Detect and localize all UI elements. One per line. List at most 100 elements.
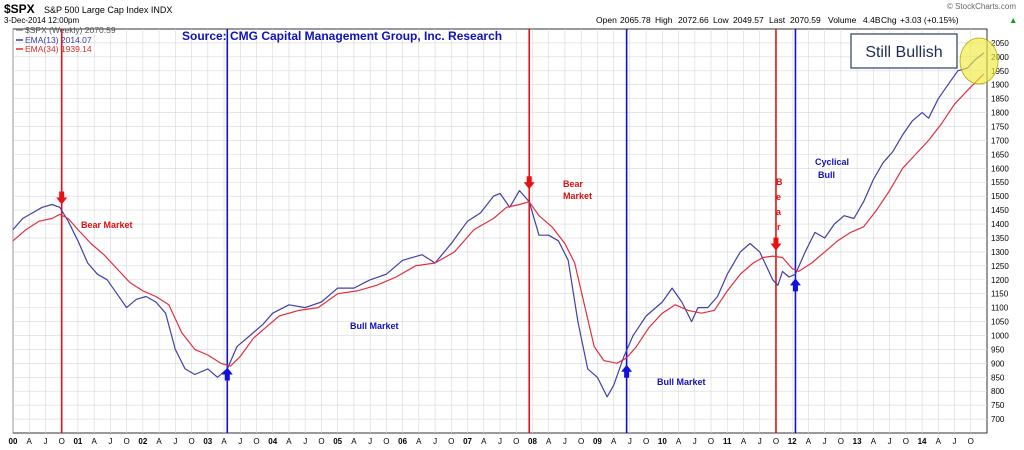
- x-tick-label: A: [676, 437, 682, 446]
- highlight-ellipse: [959, 37, 999, 85]
- x-axis: 00 A J O 01 A J O 02 A J O 03 A J O 04 A J O 05 A J O 06 A J O 07 A J O…: [9, 437, 974, 446]
- x-tick-label: J: [758, 437, 762, 446]
- bear-arrow-icon: [56, 191, 68, 205]
- y-tick-label: 1100: [991, 304, 1009, 313]
- x-tick-label: O: [59, 437, 65, 446]
- y-tick-label: 1200: [991, 276, 1009, 285]
- quote-chg-label: Chg: [881, 15, 897, 25]
- x-tick-label: J: [368, 437, 372, 446]
- x-tick-label: O: [513, 437, 519, 446]
- signal-arrows: [56, 176, 801, 381]
- y-tick-label: 1300: [991, 248, 1009, 257]
- quote-open-label: Open: [596, 15, 617, 25]
- y-tick-label: 950: [991, 345, 1005, 354]
- x-tick-label: A: [27, 437, 33, 446]
- x-tick-label: O: [838, 437, 844, 446]
- legend-spx: $SPX (Weekly) 2070.59: [25, 25, 116, 35]
- cyclical-bull-label-line1: Cyclical: [815, 157, 849, 167]
- x-tick-label: 06: [398, 437, 407, 446]
- y-tick-label: 1000: [991, 331, 1009, 340]
- bull-market-label-2: Bull Market: [657, 377, 706, 387]
- quote-high-value: 2072.66: [678, 15, 709, 25]
- x-tick-label: O: [643, 437, 649, 446]
- x-tick-label: 09: [593, 437, 602, 446]
- grid-layer: [12, 29, 987, 433]
- y-tick-label: 2000: [991, 53, 1009, 62]
- quote-low-label: Low: [713, 15, 729, 25]
- y-tick-label: 1400: [991, 220, 1009, 229]
- x-tick-label: A: [156, 437, 162, 446]
- source-text: Source: CMG Capital Management Group, In…: [182, 29, 502, 43]
- quote-up-arrow-icon: ▲: [1009, 15, 1017, 25]
- bear-arrow-icon: [523, 176, 535, 190]
- y-axis: 700 750 800 850 900 950 1000 1050 1100 1150 1200 12…: [991, 39, 1009, 424]
- x-tick-label: A: [741, 437, 747, 446]
- ema34-line: [12, 73, 985, 367]
- quote-chg-value: +3.03 (+0.15%): [900, 15, 959, 25]
- quote-low-value: 2049.57: [733, 15, 764, 25]
- x-tick-label: A: [806, 437, 812, 446]
- y-tick-label: 2050: [991, 39, 1009, 48]
- x-tick-label: O: [968, 437, 974, 446]
- x-tick-label: J: [888, 437, 892, 446]
- y-tick-label: 1600: [991, 164, 1009, 173]
- y-tick-label: 1900: [991, 81, 1009, 90]
- x-tick-label: A: [221, 437, 227, 446]
- x-tick-label: O: [318, 437, 324, 446]
- x-tick-label: 10: [658, 437, 667, 446]
- signal-lines: [60, 29, 797, 433]
- y-tick-label: 1800: [991, 109, 1009, 118]
- x-tick-label: 12: [788, 437, 797, 446]
- x-tick-label: A: [481, 437, 487, 446]
- x-tick-label: O: [253, 437, 259, 446]
- bear-arrow-icon: [770, 237, 782, 251]
- date-text: 3-Dec-2014 12:00pm: [4, 16, 79, 25]
- x-tick-label: 13: [853, 437, 862, 446]
- x-tick-label: A: [286, 437, 292, 446]
- x-tick-label: J: [108, 437, 112, 446]
- x-tick-label: O: [578, 437, 584, 446]
- x-tick-label: 05: [333, 437, 342, 446]
- x-tick-label: J: [693, 437, 697, 446]
- x-tick-label: A: [871, 437, 877, 446]
- y-tick-label: 700: [991, 415, 1005, 424]
- x-tick-label: 07: [463, 437, 472, 446]
- callout-text: Still Bullish: [865, 44, 942, 61]
- legend: $SPX (Weekly) 2070.59 EMA(13) 2014.07 EM…: [16, 25, 116, 54]
- y-tick-label: 850: [991, 373, 1005, 382]
- index-name-text: S&P 500 Large Cap Index INDX: [44, 5, 172, 15]
- x-tick-label: 04: [268, 437, 277, 446]
- quote-last-value: 2070.59: [790, 15, 821, 25]
- x-tick-label: J: [628, 437, 632, 446]
- bear-vertical-letter-a: a: [776, 207, 782, 217]
- x-tick-label: 11: [723, 437, 732, 446]
- y-tick-label: 1700: [991, 136, 1009, 145]
- quote-high-label: High: [655, 15, 673, 25]
- bear-vertical-letter-r: r: [777, 222, 781, 232]
- x-tick-label: A: [611, 437, 617, 446]
- y-tick-label: 900: [991, 359, 1005, 368]
- x-tick-label: A: [91, 437, 97, 446]
- x-tick-label: A: [546, 437, 552, 446]
- callout-box: [850, 33, 958, 69]
- y-tick-label: 1450: [991, 206, 1009, 215]
- y-tick-label: 1150: [991, 290, 1009, 299]
- x-tick-label: O: [188, 437, 194, 446]
- x-tick-label: A: [416, 437, 422, 446]
- x-tick-label: O: [903, 437, 909, 446]
- brand-text: © StockCharts.com: [947, 2, 1016, 11]
- y-tick-label: 1050: [991, 318, 1009, 327]
- legend-ema13: EMA(13) 2014.07: [25, 35, 92, 45]
- bear-market-label-1: Bear Market: [81, 220, 133, 230]
- x-tick-label: O: [773, 437, 779, 446]
- quote-volume-value: 4.4B: [863, 15, 881, 25]
- y-tick-label: 1500: [991, 192, 1009, 201]
- x-tick-label: J: [953, 437, 957, 446]
- x-tick-label: 02: [138, 437, 147, 446]
- bear-market-label-2-line1: Bear: [563, 179, 584, 189]
- bear-vertical-letter-b: B: [776, 177, 783, 187]
- bull-arrow-icon: [221, 367, 233, 381]
- y-tick-label: 1750: [991, 123, 1009, 132]
- x-tick-label: J: [238, 437, 242, 446]
